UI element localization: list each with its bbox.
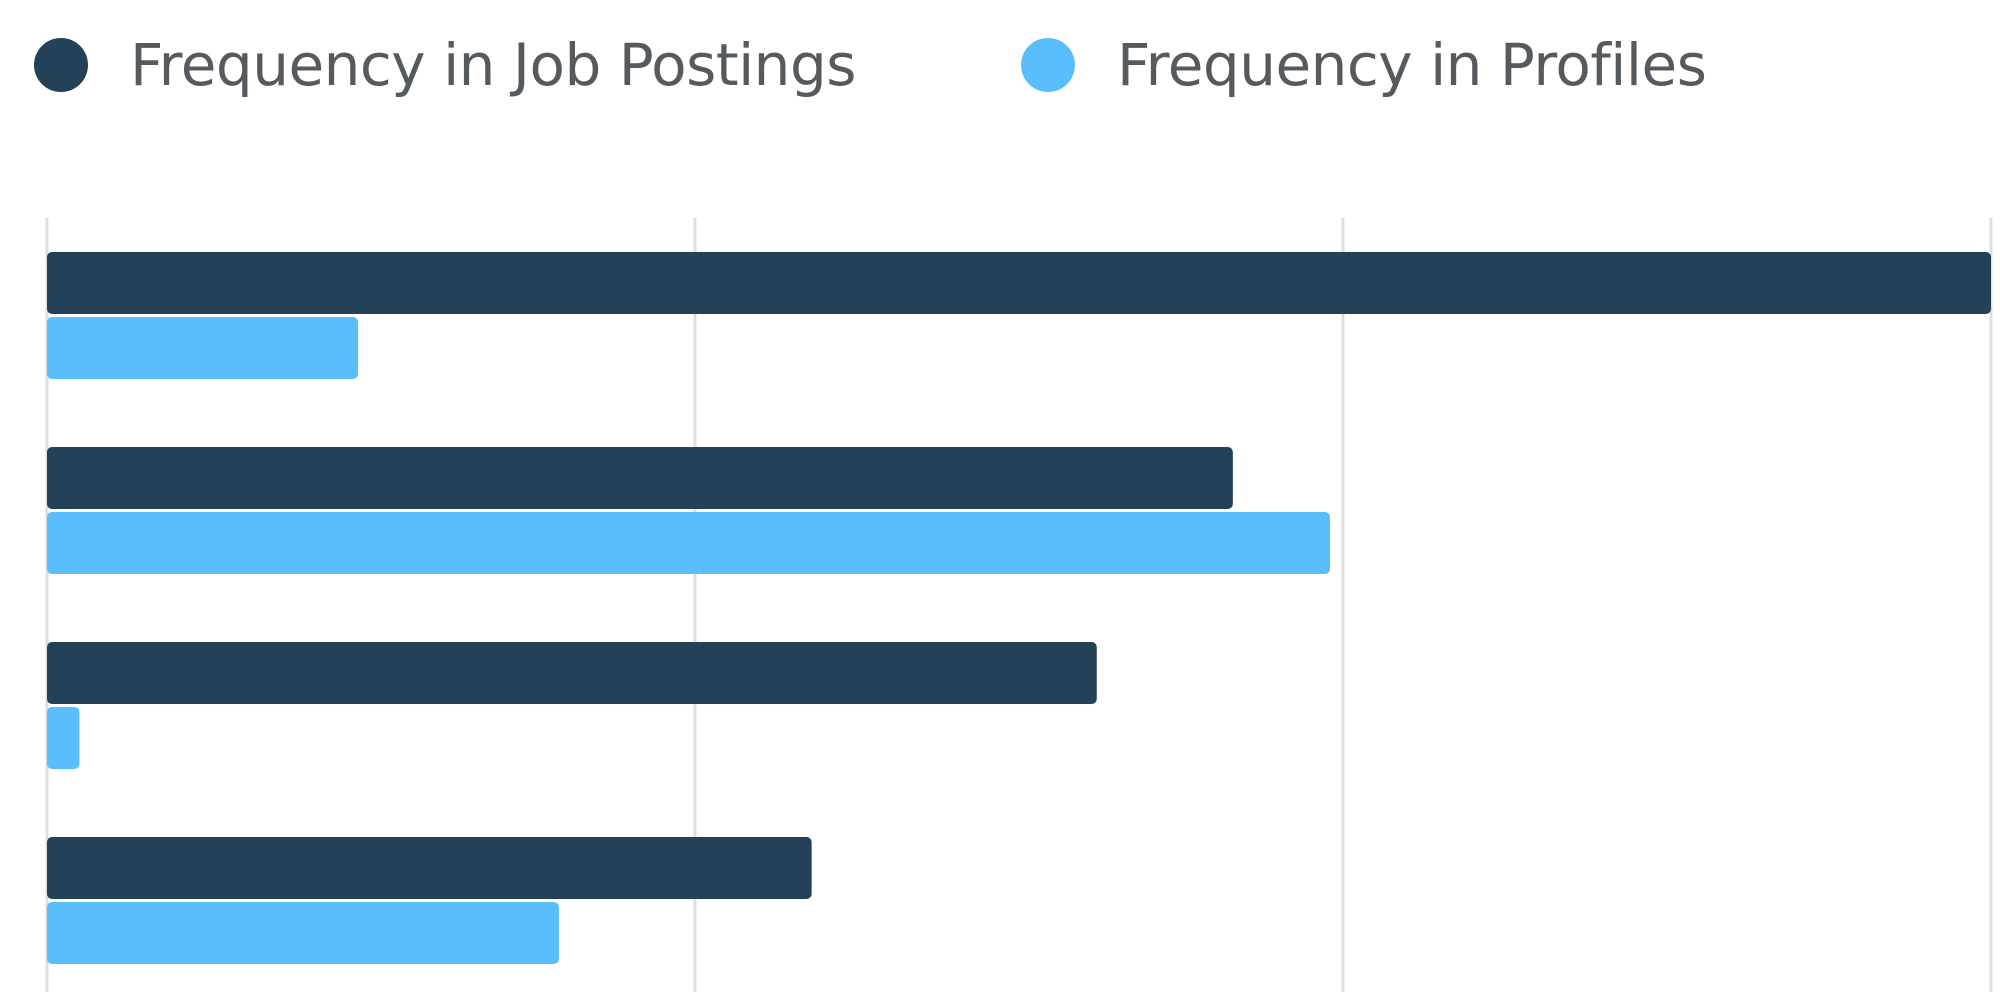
bar-job-postings-2[interactable] [47,447,1233,509]
bar-job-postings-3[interactable] [47,642,1097,704]
bar-profiles-1[interactable] [47,317,359,379]
legend-label-job-postings: Frequency in Job Postings [130,31,856,99]
legend-item-profiles[interactable]: Frequency in Profiles [1021,30,1707,100]
legend-label-profiles: Frequency in Profiles [1117,31,1707,99]
bar-profiles-2[interactable] [47,512,1331,574]
legend-swatch-job-postings [34,38,88,92]
bar-job-postings-4[interactable] [47,837,812,899]
legend-item-job-postings[interactable]: Frequency in Job Postings [34,30,856,100]
bar-job-postings-1[interactable] [47,252,1991,314]
bar-profiles-3[interactable] [47,707,80,769]
bars [47,252,1991,964]
legend-swatch-profiles [1021,38,1075,92]
bar-profiles-4[interactable] [47,902,559,964]
chart-legend: Frequency in Job Postings Frequency in P… [0,0,2000,140]
